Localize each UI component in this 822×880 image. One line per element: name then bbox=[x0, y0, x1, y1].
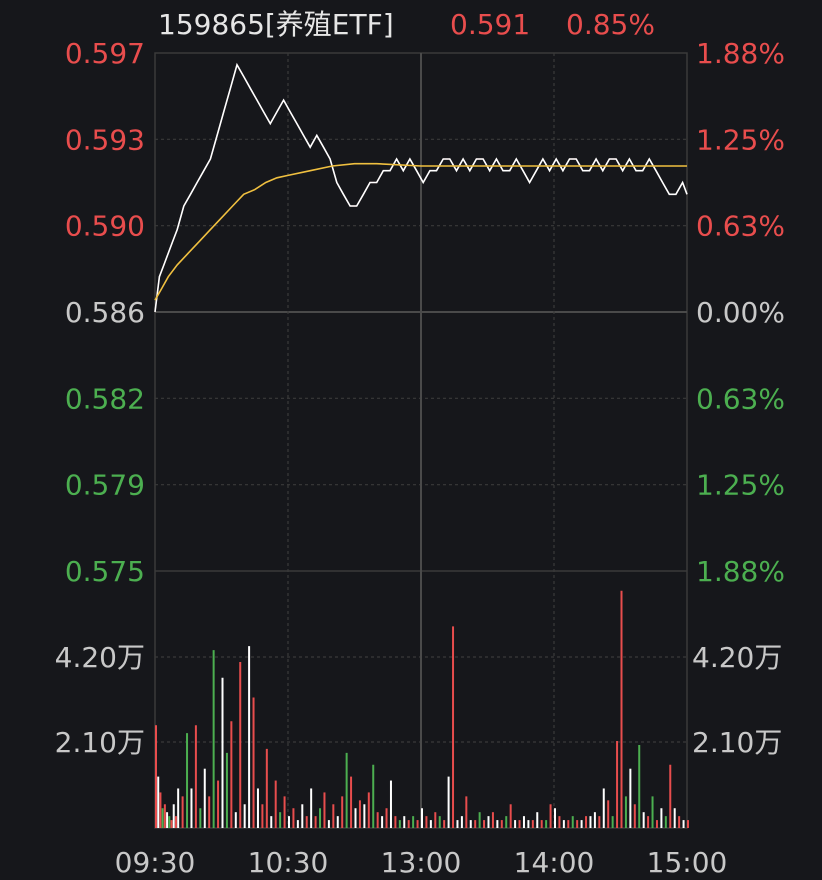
volume-tick-label: 2.10万 bbox=[55, 726, 145, 759]
price-axis: 0.597 0.593 0.590 0.586 0.582 0.579 0.575 bbox=[65, 37, 145, 588]
time-tick-label: 10:30 bbox=[248, 846, 329, 879]
percent-tick-label: 0.63% bbox=[696, 382, 785, 415]
percent-axis: 1.88% 1.25% 0.63% 0.00% 0.63% 1.25% 1.88% bbox=[696, 37, 785, 588]
last-price: 0.591 bbox=[450, 8, 530, 41]
volume-tick-label: 4.20万 bbox=[55, 641, 145, 674]
percent-tick-label: 1.88% bbox=[696, 555, 785, 588]
time-axis: 09:30 10:30 13:00 14:00 15:00 bbox=[115, 846, 728, 879]
grid-lines bbox=[154, 52, 688, 829]
percent-tick-label: 1.25% bbox=[696, 123, 785, 156]
security-title: 159865[养殖ETF] bbox=[158, 8, 394, 41]
average-price-line bbox=[154, 162, 687, 301]
volume-axis: 4.20万 4.20万 2.10万 2.10万 bbox=[55, 641, 783, 759]
price-tick-label: 0.590 bbox=[65, 210, 145, 243]
volume-bars bbox=[155, 590, 689, 828]
price-tick-label: 0.586 bbox=[65, 296, 145, 329]
price-tick-label: 0.579 bbox=[65, 469, 145, 502]
price-tick-label: 0.575 bbox=[65, 555, 145, 588]
volume-tick-label: 2.10万 bbox=[692, 726, 782, 759]
volume-tick-label: 4.20万 bbox=[692, 641, 782, 674]
percent-tick-label: 1.25% bbox=[696, 469, 785, 502]
percent-tick-label: 1.88% bbox=[696, 37, 785, 70]
change-percent: 0.85% bbox=[566, 8, 655, 41]
time-tick-label: 09:30 bbox=[115, 846, 196, 879]
time-tick-label: 14:00 bbox=[514, 846, 595, 879]
price-tick-label: 0.597 bbox=[65, 37, 145, 70]
percent-tick-label: 0.63% bbox=[696, 210, 785, 243]
percent-tick-label: 0.00% bbox=[696, 296, 785, 329]
price-tick-label: 0.593 bbox=[65, 123, 145, 156]
time-tick-label: 15:00 bbox=[647, 846, 728, 879]
price-line bbox=[154, 62, 688, 313]
price-lines bbox=[154, 62, 688, 313]
time-tick-label: 13:00 bbox=[381, 846, 462, 879]
price-tick-label: 0.582 bbox=[65, 382, 145, 415]
chart-header: 159865[养殖ETF] 0.591 0.85% bbox=[158, 8, 655, 41]
